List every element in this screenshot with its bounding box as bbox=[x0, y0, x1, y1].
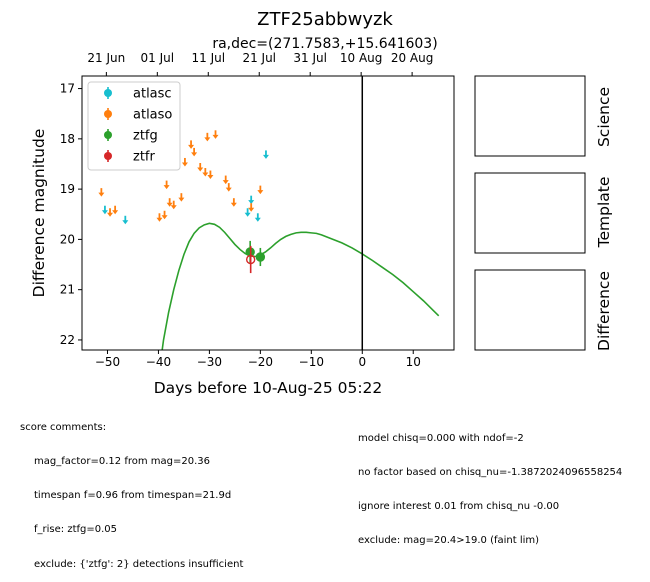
top-tick-label: 20 Aug bbox=[391, 51, 434, 65]
upper-limit-atlaso bbox=[161, 210, 168, 220]
comment-line: model chisq=0.000 with ndof=-2 bbox=[358, 432, 524, 444]
light-curve-figure: ZTF25abbwyzk ra,dec=(271.7583,+15.641603… bbox=[30, 9, 613, 397]
legend-label: atlaso bbox=[133, 108, 172, 123]
chart-title: ZTF25abbwyzk bbox=[257, 9, 393, 30]
science-label: Science bbox=[595, 87, 613, 147]
upper-limit-atlaso bbox=[98, 188, 105, 197]
upper-limit-atlasc bbox=[262, 150, 269, 159]
y-tick-label: 22 bbox=[60, 333, 75, 347]
score-comments-left: score comments: mag_factor=0.12 from mag… bbox=[20, 399, 243, 582]
top-tick-label: 31 Jul bbox=[293, 51, 327, 65]
legend: atlasc atlaso ztfg ztfr bbox=[87, 81, 181, 171]
x-axis-bottom: −50 −40 −30 −20 −10 0 10 bbox=[95, 350, 421, 369]
x-axis-top: 21 Jun 01 Jul 11 Jul 21 Jul 31 Jul 10 Aug 20 A… bbox=[87, 51, 433, 76]
science-panel bbox=[474, 75, 586, 157]
y-tick-label: 18 bbox=[60, 132, 75, 146]
legend-marker bbox=[104, 152, 112, 160]
top-tick-label: 11 Jul bbox=[191, 51, 225, 65]
comment-line: mag_factor=0.12 from mag=20.36 bbox=[34, 456, 211, 468]
comment-line: exclude: mag=20.4>19.0 (faint lim) bbox=[358, 535, 540, 547]
legend-label: ztfr bbox=[133, 150, 155, 165]
side-panels: Science Template Difference bbox=[474, 75, 613, 351]
x-tick-label: −10 bbox=[299, 355, 324, 369]
upper-limit-atlaso bbox=[181, 157, 188, 167]
upper-limit-atlaso bbox=[107, 208, 114, 217]
difference-panel bbox=[474, 269, 586, 351]
y-tick-label: 20 bbox=[60, 232, 75, 246]
x-tick-label: 10 bbox=[406, 355, 421, 369]
upper-limit-atlasc bbox=[254, 213, 261, 222]
upper-limit-atlaso bbox=[197, 162, 204, 172]
y-tick-label: 19 bbox=[60, 182, 75, 196]
upper-limit-atlaso bbox=[178, 193, 185, 202]
model-curve bbox=[161, 222, 440, 350]
legend-marker bbox=[104, 131, 112, 139]
comment-line: ignore interest 0.01 from chisq_nu -0.00 bbox=[358, 501, 560, 513]
legend-label: ztfg bbox=[133, 129, 158, 144]
x-tick-label: −40 bbox=[146, 355, 171, 369]
x-tick-label: −20 bbox=[248, 355, 273, 369]
difference-label: Difference bbox=[595, 271, 613, 351]
upper-limit-atlaso bbox=[222, 175, 229, 185]
upper-limit-atlaso bbox=[188, 140, 195, 149]
chart-subtitle: ra,dec=(271.7583,+15.641603) bbox=[212, 36, 437, 52]
upper-limit-atlaso bbox=[230, 198, 237, 207]
template-panel bbox=[474, 172, 586, 254]
y-tick-label: 21 bbox=[60, 283, 75, 297]
legend-entry-ztfr: ztfr bbox=[104, 150, 155, 165]
y-tick-label: 17 bbox=[60, 82, 75, 96]
x-tick-label: 0 bbox=[358, 355, 366, 369]
detection-ztfr bbox=[245, 245, 256, 274]
comment-line: timespan f=0.96 from timespan=21.9d bbox=[34, 490, 232, 502]
template-label: Template bbox=[595, 177, 613, 249]
top-tick-label: 10 Aug bbox=[340, 51, 383, 65]
y-axis: 17 18 19 20 21 22 bbox=[60, 82, 82, 347]
score-comments-header: score comments: bbox=[20, 421, 107, 433]
legend-label: atlasc bbox=[133, 87, 172, 102]
comment-line: f_rise: ztfg=0.05 bbox=[34, 524, 118, 536]
upper-limit-atlaso bbox=[207, 170, 214, 180]
legend-entry-atlaso: atlaso bbox=[104, 108, 172, 123]
top-tick-label: 21 Jun bbox=[87, 51, 125, 65]
upper-limit-atlasc bbox=[101, 205, 108, 215]
upper-limit-atlasc bbox=[248, 195, 255, 205]
upper-limit-atlaso bbox=[202, 168, 209, 177]
legend-entry-ztfg: ztfg bbox=[104, 129, 158, 144]
upper-limit-atlaso bbox=[156, 213, 163, 222]
x-tick-label: −50 bbox=[95, 355, 120, 369]
detection-ztfg bbox=[255, 247, 266, 267]
legend-marker bbox=[104, 89, 112, 97]
upper-limit-atlaso bbox=[163, 180, 170, 190]
y-axis-label: Difference magnitude bbox=[30, 129, 48, 298]
upper-limit-atlaso bbox=[170, 200, 177, 210]
comment-line: exclude: {'ztfg': 2} detections insuffic… bbox=[34, 558, 244, 570]
x-tick-label: −30 bbox=[197, 355, 222, 369]
legend-entry-atlasc: atlasc bbox=[104, 87, 172, 102]
top-tick-label: 21 Jul bbox=[242, 51, 276, 65]
score-comments-right: model chisq=0.000 with ndof=-2 no factor… bbox=[358, 410, 650, 558]
upper-limit-atlasc bbox=[122, 215, 129, 225]
legend-marker bbox=[104, 110, 112, 118]
plot-area bbox=[81, 75, 455, 351]
upper-limit-atlaso bbox=[112, 205, 119, 215]
plot-frame bbox=[81, 75, 455, 351]
upper-limit-atlaso bbox=[257, 185, 264, 195]
upper-limit-atlasc bbox=[244, 208, 251, 217]
comment-line: no factor based on chisq_nu=-1.387202409… bbox=[358, 467, 623, 479]
upper-limit-atlaso bbox=[225, 183, 232, 192]
upper-limit-atlaso bbox=[204, 132, 211, 142]
upper-limit-atlaso bbox=[212, 130, 219, 139]
x-axis-label: Days before 10-Aug-25 05:22 bbox=[154, 379, 383, 397]
top-tick-label: 01 Jul bbox=[141, 51, 175, 65]
upper-limit-atlaso bbox=[191, 147, 198, 157]
upper-limit-atlaso bbox=[248, 203, 255, 212]
upper-limit-atlaso bbox=[166, 198, 173, 207]
